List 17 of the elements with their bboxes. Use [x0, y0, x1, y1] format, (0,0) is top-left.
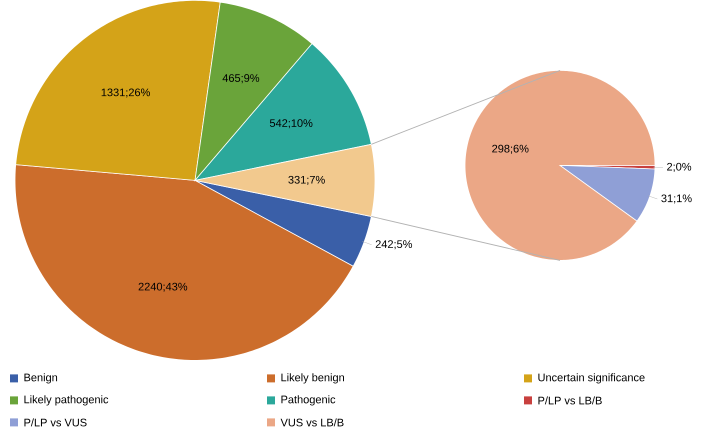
data-label: 542;10%: [270, 119, 312, 128]
legend-label: Likely pathogenic: [24, 395, 108, 406]
data-label: 2240;43%: [138, 282, 188, 292]
data-label: 331;7%: [288, 176, 325, 185]
data-label: 1331;26%: [102, 88, 150, 98]
legend-label: VUS vs LB/B: [280, 418, 344, 426]
data-label: 242;5%: [376, 240, 412, 250]
legend-label: Uncertain significance: [538, 373, 645, 384]
legend-label: Likely benign: [281, 373, 344, 384]
data-label: 31;1%: [661, 194, 692, 204]
legend-label: Pathogenic: [281, 395, 336, 406]
data-label: 298;6%: [492, 144, 529, 154]
legend-label: Benign: [24, 373, 58, 384]
data-label: 2;0%: [667, 162, 692, 172]
data-label: 465;9%: [222, 74, 260, 84]
legend-label: P/LP vs VUS: [24, 418, 87, 426]
legend-label: P/LP vs LB/B: [538, 396, 602, 404]
